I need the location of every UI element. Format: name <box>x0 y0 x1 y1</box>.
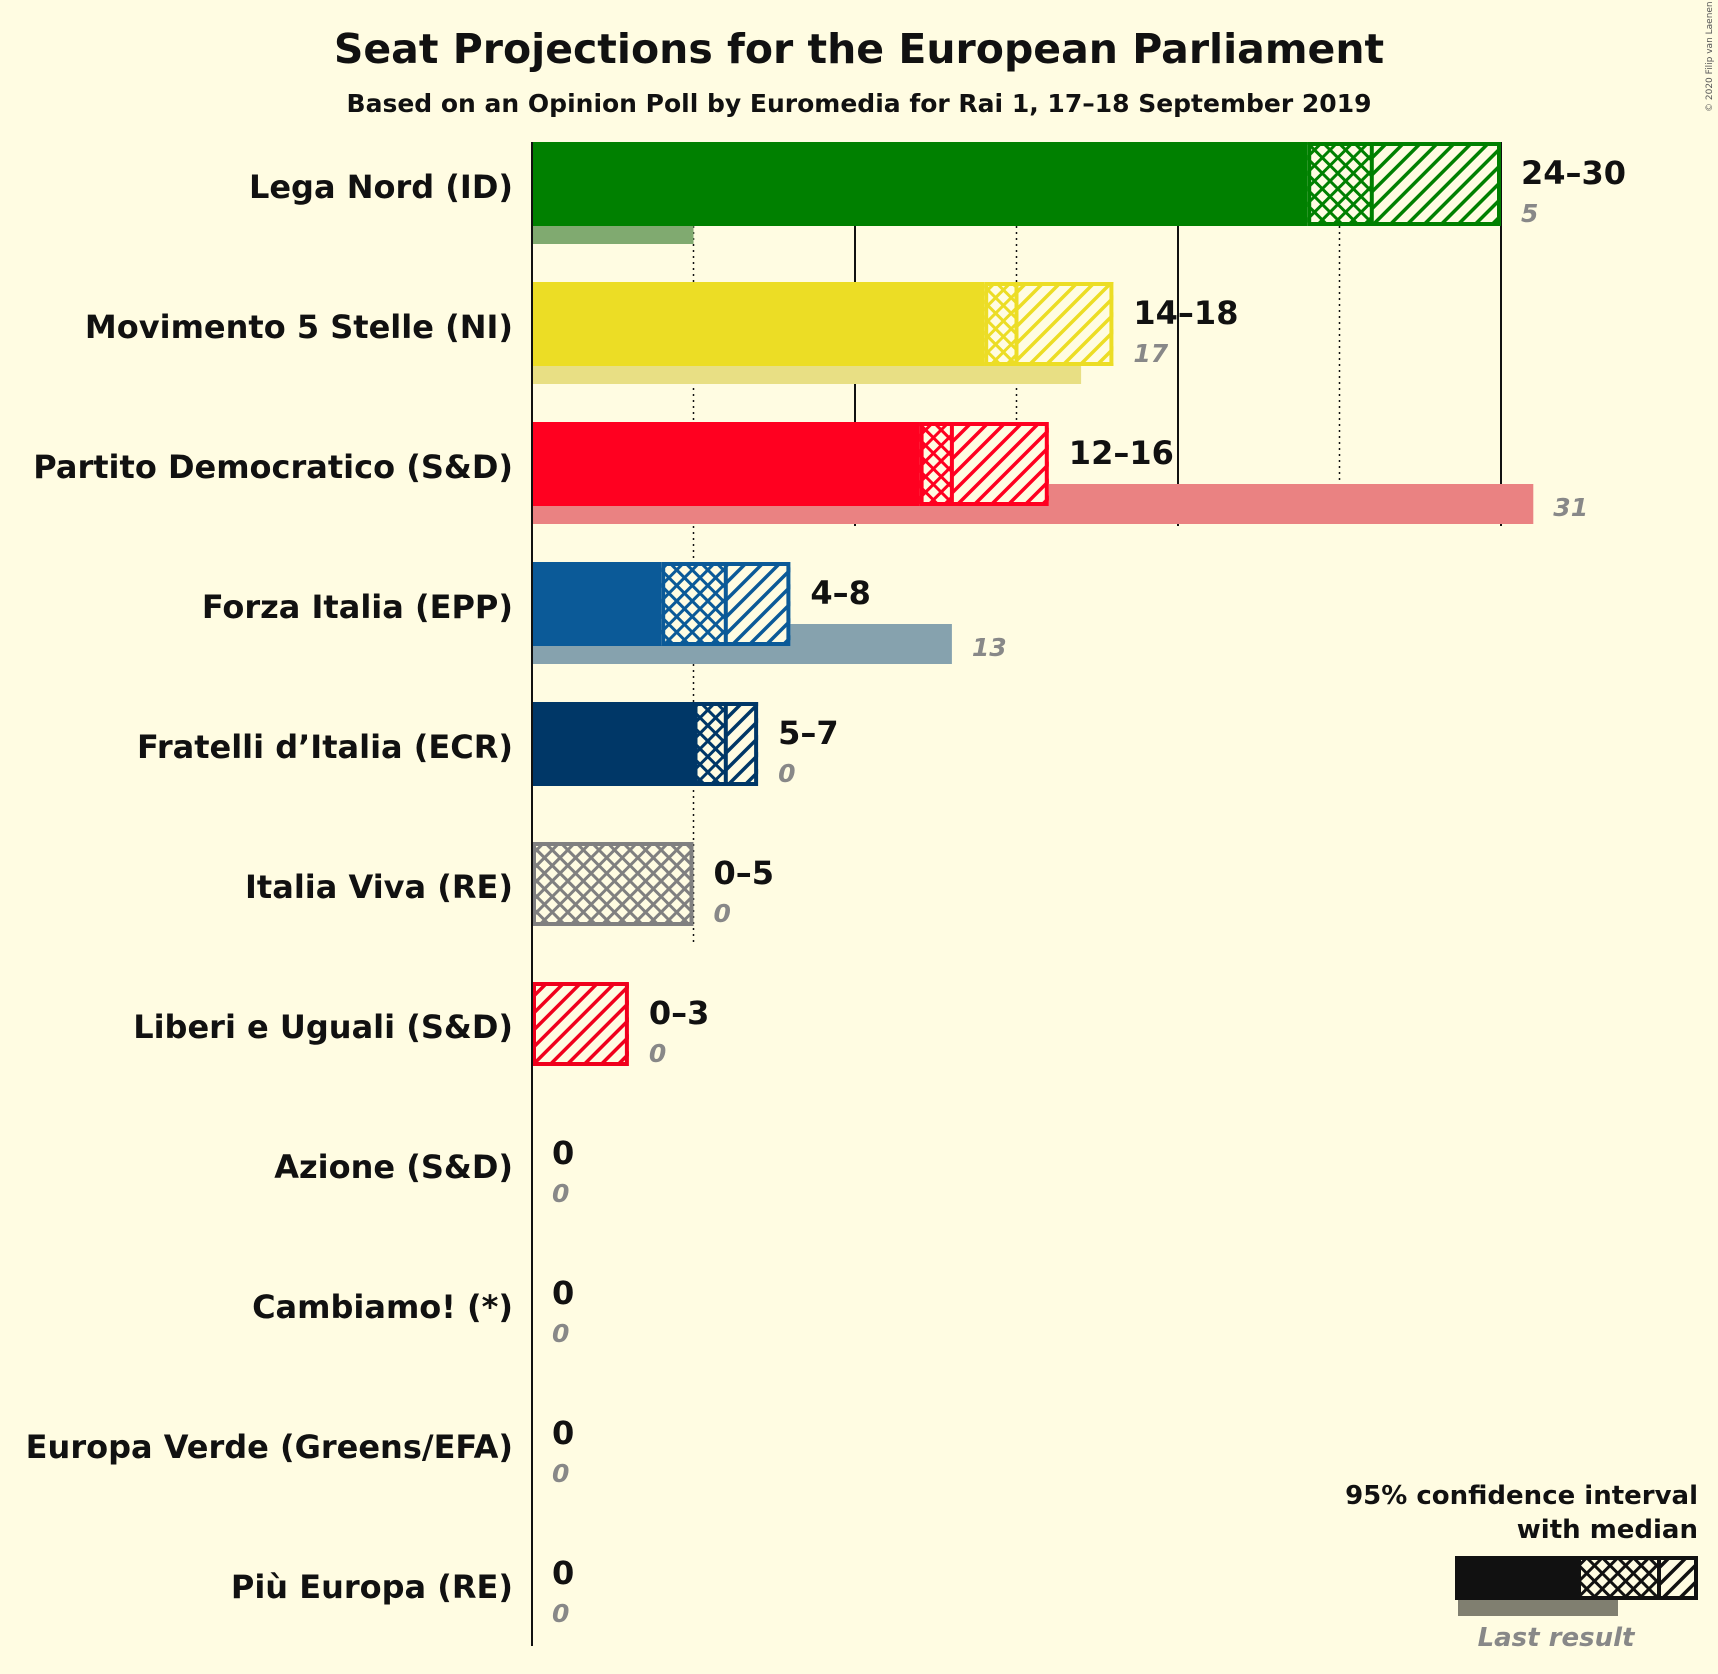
ci-lower-hatch <box>919 422 952 506</box>
party-row: Lega Nord (ID) 24–30 5 <box>249 142 1626 244</box>
last-result-label: 5 <box>1521 199 1538 228</box>
range-label: 14–18 <box>1133 294 1238 332</box>
ci-outline <box>532 982 629 1066</box>
party-label: Forza Italia (EPP) <box>202 588 513 626</box>
party-label: Cambiamo! (*) <box>252 1288 513 1326</box>
range-label: 5–7 <box>778 714 839 752</box>
ci-solid-bar <box>532 562 662 646</box>
ci-upper-hatch <box>725 702 759 786</box>
legend-last-result-label: Last result <box>1478 1623 1636 1653</box>
last-result-label: 0 <box>552 1179 569 1208</box>
party-label: Movimento 5 Stelle (NI) <box>85 308 513 346</box>
ci-lower-hatch <box>661 562 726 646</box>
legend-outline <box>1577 1556 1698 1600</box>
ci-lower-hatch <box>693 702 726 786</box>
gridlines <box>692 142 1502 946</box>
legend-sample-bar <box>1455 1556 1698 1616</box>
ci-outline <box>532 842 694 926</box>
party-row: Cambiamo! (*) 0 0 <box>252 1274 574 1348</box>
legend-solid-bar <box>1455 1556 1577 1600</box>
chart-subtitle: Based on an Opinion Poll by Euromedia fo… <box>347 89 1372 118</box>
party-label: Europa Verde (Greens/EFA) <box>26 1428 513 1466</box>
party-label: Più Europa (RE) <box>231 1568 513 1606</box>
party-label: Fratelli d’Italia (ECR) <box>137 728 513 766</box>
ci-upper-hatch <box>1016 282 1114 366</box>
range-label: 0 <box>552 1274 574 1312</box>
range-label: 24–30 <box>1521 154 1626 192</box>
last-result-label: 0 <box>778 759 795 788</box>
last-result-label: 0 <box>714 899 731 928</box>
ci-lower-hatch <box>532 842 694 926</box>
party-label: Liberi e Uguali (S&D) <box>133 1008 513 1046</box>
range-label: 0 <box>552 1554 574 1592</box>
ci-lower-hatch <box>1307 142 1372 226</box>
party-label: Lega Nord (ID) <box>249 168 513 206</box>
ci-outline <box>919 422 1049 506</box>
party-row: Liberi e Uguali (S&D) 0–3 0 <box>133 982 709 1068</box>
ci-solid-bar <box>532 702 694 786</box>
party-row: Più Europa (RE) 0 0 <box>231 1554 574 1628</box>
party-row: Italia Viva (RE) 0–5 0 <box>245 842 774 928</box>
last-result-label: 0 <box>552 1599 569 1628</box>
ci-solid-bar <box>532 422 920 506</box>
last-result-label: 0 <box>552 1319 569 1348</box>
last-result-label: 0 <box>552 1459 569 1488</box>
legend-upper-hatch <box>1659 1556 1698 1600</box>
ci-outline <box>984 282 1114 366</box>
legend-line-2: with median <box>1517 1515 1698 1545</box>
range-label: 0 <box>552 1414 574 1452</box>
range-label: 0–5 <box>714 854 775 892</box>
party-row: Europa Verde (Greens/EFA) 0 0 <box>26 1414 575 1488</box>
chart-title: Seat Projections for the European Parlia… <box>334 25 1384 73</box>
ci-upper-hatch <box>951 422 1049 506</box>
range-label: 4–8 <box>810 574 871 612</box>
party-row: Forza Italia (EPP) 4–8 13 <box>202 562 1007 664</box>
last-result-label: 31 <box>1553 493 1588 522</box>
copyright-note: © 2020 Filip van Laenen <box>1705 1 1715 112</box>
legend-line-1: 95% confidence interval <box>1345 1481 1698 1511</box>
party-label: Partito Democratico (S&D) <box>33 448 513 486</box>
ci-solid-bar <box>532 282 985 366</box>
ci-upper-hatch <box>725 562 791 646</box>
ci-solid-bar <box>532 142 1308 226</box>
last-result-label: 17 <box>1133 339 1168 368</box>
party-label: Azione (S&D) <box>274 1148 513 1186</box>
legend: 95% confidence interval with median Last… <box>1345 1481 1698 1653</box>
last-result-label: 0 <box>649 1039 666 1068</box>
party-bars: Lega Nord (ID) 24–30 5 Movimento 5 Stelle (… <box>26 142 1626 1628</box>
ci-upper-hatch <box>532 982 629 1066</box>
last-result-label: 13 <box>972 633 1007 662</box>
party-row: Azione (S&D) 0 0 <box>274 1134 574 1208</box>
party-row: Partito Democratico (S&D) 12–16 31 <box>33 422 1588 524</box>
range-label: 12–16 <box>1069 434 1174 472</box>
party-row: Fratelli d’Italia (ECR) 5–7 0 <box>137 702 839 788</box>
ci-lower-hatch <box>984 282 1017 366</box>
party-row: Movimento 5 Stelle (NI) 14–18 17 <box>85 282 1238 384</box>
range-label: 0 <box>552 1134 574 1172</box>
range-label: 0–3 <box>649 994 710 1032</box>
party-label: Italia Viva (RE) <box>245 868 513 906</box>
ci-upper-hatch <box>1371 142 1501 226</box>
ci-outline <box>1307 142 1501 226</box>
legend-lower-hatch <box>1577 1556 1659 1600</box>
